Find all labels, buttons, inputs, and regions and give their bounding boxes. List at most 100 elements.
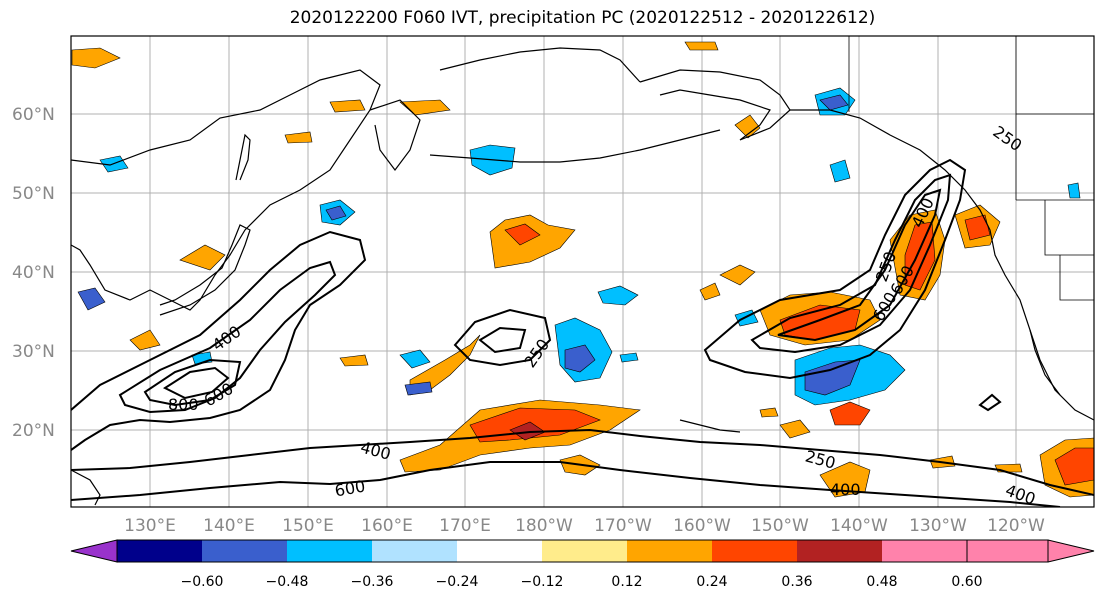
coastline-na-west bbox=[790, 109, 1094, 421]
lon-label: 170°E bbox=[439, 516, 491, 536]
coastline-baja bbox=[1029, 329, 1061, 396]
precip-negative-patch bbox=[404, 381, 433, 396]
colorbar-tick-label: −0.12 bbox=[521, 574, 564, 590]
coastline-asia bbox=[71, 69, 381, 311]
lat-label: 50°N bbox=[12, 184, 55, 204]
colorbar: −0.60 −0.48 −0.36 −0.24 −0.12 0.12 0.24 … bbox=[70, 539, 1095, 590]
coastline-alaska bbox=[639, 69, 791, 141]
political-borders bbox=[848, 36, 1094, 301]
graticule bbox=[71, 36, 1094, 507]
colorbar-bin bbox=[627, 540, 712, 562]
latitude-labels: 60°N 50°N 40°N 30°N 20°N bbox=[12, 105, 55, 441]
coastline-bering bbox=[439, 47, 641, 83]
colorbar-bin bbox=[372, 540, 457, 562]
ivt-contour-small bbox=[978, 393, 1002, 412]
ivt-contour-400-west bbox=[118, 260, 337, 414]
ivt-contour-250-west bbox=[71, 230, 367, 451]
colorbar-extend-high bbox=[966, 539, 1095, 563]
ivt-contour-600-east bbox=[777, 188, 942, 342]
precip-negative-patch bbox=[1067, 182, 1081, 199]
precip-positive-patch bbox=[904, 221, 936, 291]
colorbar-tick-label: 0.12 bbox=[611, 574, 642, 590]
lon-label: 140°E bbox=[203, 516, 255, 536]
precip-positive-patch bbox=[179, 244, 226, 271]
lon-label: 170°W bbox=[594, 516, 652, 536]
precip-positive-patch bbox=[329, 99, 366, 113]
coastlines bbox=[71, 47, 1094, 506]
precip-positive-patch bbox=[339, 354, 369, 367]
ivt-contour-800-west bbox=[162, 366, 230, 400]
colorbar-bin bbox=[117, 540, 202, 562]
map-title: 2020122200 F060 IVT, precipitation PC (2… bbox=[289, 8, 876, 28]
colorbar-bin bbox=[882, 540, 967, 562]
precip-patches bbox=[71, 41, 1094, 498]
ivt-contour-400-east bbox=[750, 173, 952, 354]
precip-negative-patch bbox=[597, 285, 639, 306]
ivt-contour-600-west bbox=[143, 358, 242, 407]
precip-positive-patch bbox=[819, 461, 871, 498]
lat-label: 30°N bbox=[12, 342, 55, 362]
lon-label: 180°W bbox=[515, 516, 573, 536]
lon-label: 130°E bbox=[124, 516, 176, 536]
ivt-contour-400-center bbox=[478, 326, 527, 354]
ivt-contours bbox=[71, 158, 1094, 507]
coastline-hawaii bbox=[679, 419, 741, 433]
colorbar-bin bbox=[287, 540, 372, 562]
colorbar-tick-label: −0.36 bbox=[351, 574, 394, 590]
precip-negative-patch bbox=[564, 344, 596, 373]
coastline-aleutians bbox=[429, 129, 721, 163]
colorbar-tick-label: 0.48 bbox=[866, 574, 897, 590]
coastline-japan bbox=[159, 224, 251, 316]
precip-positive-patch bbox=[129, 329, 161, 351]
precip-negative-patch bbox=[77, 287, 106, 311]
border-states bbox=[1016, 113, 1094, 301]
coastline-sakhalin bbox=[235, 133, 251, 181]
precip-negative-patch bbox=[399, 349, 431, 369]
precip-negative-patch bbox=[829, 159, 851, 183]
lat-label: 40°N bbox=[12, 263, 55, 283]
lon-label: 120°W bbox=[987, 516, 1045, 536]
colorbar-tick-label: −0.60 bbox=[181, 574, 224, 590]
precip-negative-patch bbox=[804, 359, 861, 396]
colorbar-tick-label: −0.24 bbox=[436, 574, 479, 590]
lon-label: 160°E bbox=[361, 516, 413, 536]
ivt-contour-250-center bbox=[453, 308, 552, 367]
colorbar-tick-label: 0.24 bbox=[696, 574, 727, 590]
precip-positive-patch bbox=[779, 419, 811, 439]
colorbar-bin bbox=[542, 540, 627, 562]
lat-label: 20°N bbox=[12, 421, 55, 441]
precip-positive-patch bbox=[284, 131, 313, 144]
precip-positive-patch bbox=[829, 401, 871, 426]
colorbar-tick-label: 0.60 bbox=[951, 574, 982, 590]
precip-positive-patch bbox=[734, 114, 761, 139]
colorbar-bin bbox=[797, 540, 882, 562]
colorbar-bin bbox=[712, 540, 797, 562]
coastline-philippines bbox=[71, 469, 101, 506]
contour-label: 400 bbox=[830, 480, 861, 499]
colorbar-tick-label: −0.48 bbox=[266, 574, 309, 590]
lon-label: 140°W bbox=[830, 516, 888, 536]
precip-positive-patch bbox=[504, 223, 541, 246]
precip-positive-patch bbox=[759, 407, 779, 418]
precip-positive-patch bbox=[719, 264, 756, 286]
contour-label: 800 bbox=[168, 395, 199, 414]
coastline-kamchatka bbox=[369, 99, 421, 171]
precip-positive-patch bbox=[71, 47, 121, 69]
precip-positive-patch bbox=[699, 282, 721, 301]
precip-positive-patch bbox=[964, 214, 991, 241]
colorbar-bin bbox=[202, 540, 287, 562]
colorbar-frame bbox=[116, 539, 1049, 563]
colorbar-bin bbox=[457, 540, 542, 562]
ivt-contour-south bbox=[71, 428, 1094, 496]
map-frame bbox=[70, 35, 1095, 508]
lon-label: 150°W bbox=[751, 516, 809, 536]
colorbar-extend-low bbox=[70, 539, 118, 563]
colorbar-tick-label: 0.36 bbox=[781, 574, 812, 590]
precip-positive-patch bbox=[1054, 447, 1094, 486]
lon-label: 150°E bbox=[282, 516, 334, 536]
ivt-contour-250-east bbox=[703, 158, 967, 380]
lon-label: 130°W bbox=[909, 516, 967, 536]
ivt-contour-south-2 bbox=[71, 461, 1061, 507]
precip-negative-patch bbox=[619, 352, 639, 363]
